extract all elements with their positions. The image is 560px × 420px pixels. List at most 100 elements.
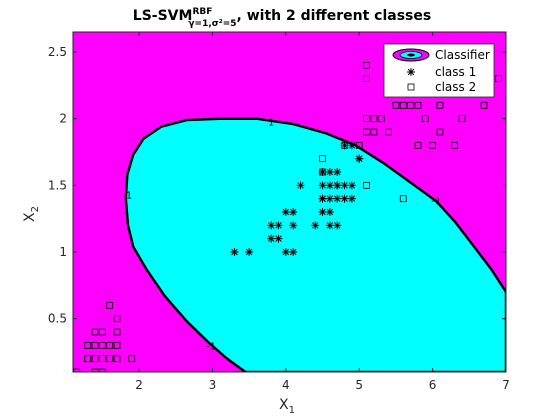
chart-title: LS-SVMRBF γ=1,σ²=5, with 2 different clas… [133, 7, 431, 29]
class-1-point [325, 208, 334, 216]
class-2-point [436, 101, 444, 109]
class-1-point [325, 194, 334, 203]
class-2-point [91, 328, 99, 336]
legend-class-1-label: class 1 [435, 65, 476, 79]
class-2-point [84, 355, 92, 363]
class-1-point [289, 248, 298, 256]
class-2-point [84, 341, 92, 349]
class-2-point [363, 128, 370, 136]
class-2-point [113, 328, 121, 336]
class-1-point [274, 234, 283, 243]
class-1-point [347, 194, 356, 203]
class-2-point [113, 355, 121, 363]
axes-frame [72, 31, 507, 373]
class-2-point [91, 341, 99, 349]
title-subscript: γ=1,σ²=5 [188, 19, 236, 29]
class-2-point [399, 101, 407, 109]
legend: Classifier class 1 class 2 [383, 43, 495, 98]
class-2-point [91, 355, 99, 363]
legend-class-2-label: class 2 [435, 80, 476, 94]
class-1-point [281, 208, 290, 216]
class-1-point [325, 168, 334, 176]
class-1-point [289, 221, 298, 230]
x-tick-label: 2 [135, 378, 143, 392]
class-2-point [106, 355, 114, 363]
x-axis-ticks: 2 3 4 5 6 7 [135, 32, 510, 392]
class-2-point [392, 101, 400, 109]
class-2-point [98, 368, 106, 372]
class-1-point [318, 181, 327, 190]
class-1-region [124, 117, 506, 372]
class-2-point [363, 75, 370, 83]
class-1-point [230, 248, 239, 256]
class-1-point [333, 181, 342, 190]
class-2-point [377, 115, 385, 123]
class-1-point [296, 181, 305, 190]
class-2-point [458, 115, 466, 123]
y-tick-label: 1 [59, 245, 67, 259]
y-axis-label-base: X [22, 212, 38, 222]
x-tick-label: 3 [209, 378, 217, 392]
title-suffix: , with 2 different classes [237, 8, 432, 24]
x-tick-label: 5 [355, 378, 363, 392]
x-tick-label: 4 [282, 378, 290, 392]
class-2-point [385, 128, 392, 136]
legend-class-1-marker [407, 68, 415, 76]
y-axis-ticks: 0.5 1 1.5 2 2.5 [48, 45, 506, 326]
class-2-point [106, 301, 114, 309]
class-2-point [355, 141, 363, 149]
class-1-point [325, 181, 334, 190]
legend-classifier-icon [392, 48, 430, 62]
class-2-point [128, 355, 136, 363]
title-main: LS-SVM [133, 8, 193, 24]
class-2-point [113, 341, 121, 349]
class-1-point [318, 194, 327, 203]
boundary-label: 1 [268, 117, 274, 128]
boundary-labels: 1 -1 -1 -1 [122, 117, 441, 352]
class-2-point [363, 181, 370, 189]
class-2-point [407, 101, 414, 109]
class-1-point [267, 234, 276, 243]
class-2-point [98, 328, 106, 336]
class-2-point [319, 168, 326, 176]
data-points [73, 61, 503, 372]
title-superscript: RBF [192, 7, 212, 17]
class-2-point [73, 368, 81, 372]
class-2-point [436, 128, 444, 136]
x-axis-label: X1 [279, 397, 295, 416]
legend-class-2-marker [407, 83, 415, 91]
class-2-point [98, 355, 106, 363]
y-tick-label: 2.5 [48, 45, 67, 59]
class-2-point [399, 195, 407, 203]
class-1-point [281, 248, 290, 256]
y-tick-label: 1.5 [48, 178, 67, 192]
class-2-point [414, 141, 422, 149]
class-2-point [319, 155, 326, 163]
x-axis-label-base: X [279, 397, 289, 413]
class-1-point [333, 194, 342, 203]
y-tick-label: 0.5 [48, 312, 67, 326]
class-1-point [340, 194, 349, 203]
class-1-point [333, 168, 342, 176]
class-2-point [363, 61, 370, 69]
class-2-point [495, 75, 503, 83]
boundary-label: -1 [431, 196, 441, 207]
class-2-point [429, 141, 437, 149]
y-tick-label: 2 [59, 112, 67, 126]
y-axis-label: X2 [22, 206, 41, 222]
class-1-point [355, 154, 364, 163]
class-2-point [370, 115, 378, 123]
class-1-point [318, 208, 327, 216]
class-1-point [267, 221, 276, 230]
class-1-point [347, 141, 356, 150]
x-axis-label-sub: 1 [289, 405, 295, 416]
class-1-point [274, 221, 283, 230]
x-tick-label: 7 [502, 378, 510, 392]
class-1-point [289, 208, 298, 216]
legend-class-1-star [407, 68, 415, 76]
class-2-point [414, 101, 422, 109]
class-2-point [113, 315, 121, 323]
class-2-point [370, 128, 378, 136]
class-2-point [341, 141, 348, 149]
